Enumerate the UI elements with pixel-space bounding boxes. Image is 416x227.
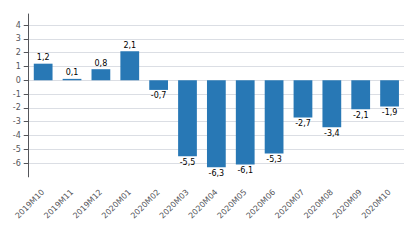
svg-text:-1,9: -1,9 <box>382 108 398 117</box>
svg-text:-2,1: -2,1 <box>353 111 369 120</box>
svg-text:2020M09: 2020M09 <box>331 188 364 221</box>
svg-text:2020M02: 2020M02 <box>129 188 162 221</box>
svg-text:-1: -1 <box>13 90 21 99</box>
svg-text:-2: -2 <box>13 103 21 112</box>
svg-text:2: 2 <box>16 48 21 57</box>
svg-text:2020M03: 2020M03 <box>158 188 191 221</box>
svg-text:3: 3 <box>16 34 21 43</box>
svg-text:-0,7: -0,7 <box>151 91 167 100</box>
svg-text:-5: -5 <box>13 145 21 154</box>
svg-text:2020M06: 2020M06 <box>244 188 277 221</box>
svg-text:2019M12: 2019M12 <box>71 188 104 221</box>
svg-text:2020M10: 2020M10 <box>360 188 393 221</box>
svg-text:1,2: 1,2 <box>37 53 50 62</box>
svg-text:0: 0 <box>16 76 21 85</box>
svg-text:-3,4: -3,4 <box>324 129 340 138</box>
svg-text:-2,7: -2,7 <box>295 119 311 128</box>
svg-text:2020M07: 2020M07 <box>273 188 306 221</box>
svg-text:4: 4 <box>16 21 21 30</box>
svg-text:2020M08: 2020M08 <box>302 188 335 221</box>
svg-text:0,1: 0,1 <box>66 68 79 77</box>
svg-text:-6,3: -6,3 <box>209 169 225 178</box>
svg-text:-5,3: -5,3 <box>266 155 282 164</box>
svg-text:-6: -6 <box>13 159 21 168</box>
svg-text:2020M04: 2020M04 <box>187 188 220 221</box>
svg-text:2020M05: 2020M05 <box>216 188 249 221</box>
svg-text:0,8: 0,8 <box>95 59 108 68</box>
svg-text:-3: -3 <box>13 117 21 126</box>
svg-text:2019M11: 2019M11 <box>42 188 75 221</box>
svg-text:-4: -4 <box>13 131 21 140</box>
svg-text:-6,1: -6,1 <box>237 166 253 175</box>
svg-text:1: 1 <box>16 62 21 71</box>
svg-text:2,1: 2,1 <box>123 41 136 50</box>
svg-text:-5,5: -5,5 <box>180 158 196 167</box>
svg-text:2019M10: 2019M10 <box>14 188 47 221</box>
svg-text:2020M01: 2020M01 <box>100 188 133 221</box>
